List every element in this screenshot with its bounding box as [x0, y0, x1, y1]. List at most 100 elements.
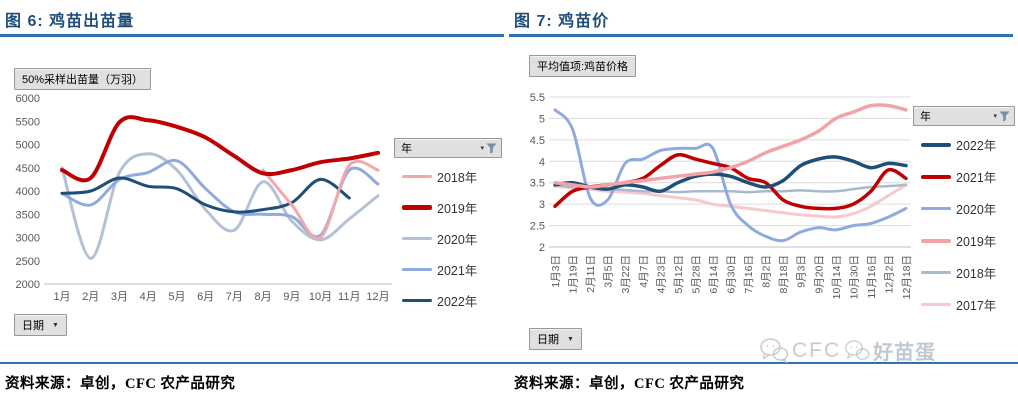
x-axis-tick-label: 11月16日 — [866, 255, 878, 299]
figure-6-title: 图 6: 鸡苗出苗量 — [5, 13, 135, 30]
legend-item-2018年: 2018年 — [921, 263, 1015, 282]
legend-swatch — [921, 142, 951, 147]
legend-label: 2018年 — [437, 171, 478, 185]
legend-item-2018年: 2018年 — [402, 167, 502, 186]
legend-swatch — [402, 236, 432, 241]
legend-swatch — [921, 174, 951, 179]
legend-item-2022年: 2022年 — [921, 135, 1015, 154]
x-axis-tick-label: 5月12日 — [673, 255, 685, 294]
figure-7-title: 图 7: 鸡苗价 — [514, 13, 610, 30]
series-line-2019年 — [60, 115, 380, 183]
y-axis-tick-label: 2.5 — [530, 221, 545, 233]
x-axis-tick-label: 7月16日 — [743, 255, 755, 294]
year-filter-button[interactable]: 年 ▾ — [913, 106, 1015, 126]
legend-item-2021年: 2021年 — [921, 167, 1015, 186]
legend-item-2019年: 2019年 — [402, 198, 502, 217]
legend-swatch — [921, 238, 951, 243]
x-axis-tick-label: 1月3日 — [550, 255, 562, 288]
x-axis-tick-label: 8月2日 — [761, 255, 773, 288]
date-axis-label: 日期 — [537, 334, 559, 346]
figure-6-panel: 图 6: 鸡苗出苗量 50%采样出苗量（万羽） 2000 2500 3000 3500… — [0, 13, 509, 392]
x-axis-tick-label: 2月 — [82, 291, 99, 303]
y-axis-tick-label: 3.5 — [530, 178, 545, 190]
year-field-label: 年 — [920, 111, 931, 123]
x-axis-tick-label: 3月 — [111, 291, 128, 303]
wechat-icon — [845, 339, 870, 360]
figure-7-bottom-rule — [509, 362, 1018, 364]
watermark-account-text: 好苗蛋 — [873, 342, 937, 364]
legend-label: 2021年 — [956, 171, 997, 185]
legend-label: 2020年 — [956, 203, 997, 217]
watermark-brand-text: CFC — [792, 338, 842, 362]
x-axis-tick-label: 5月28日 — [690, 255, 702, 294]
x-axis-tick-label: 6月30日 — [726, 255, 738, 294]
y-axis-tick-label: 2 — [539, 242, 545, 254]
y-axis-tick-label: 2500 — [16, 256, 40, 268]
y-axis-tick-label: 3000 — [16, 233, 40, 245]
year-field-label: 年 — [401, 143, 412, 155]
y-axis-tick-label: 3 — [539, 199, 545, 211]
y-axis-tick-label: 5.5 — [530, 92, 545, 104]
x-axis-tick-label: 3月5日 — [603, 255, 615, 288]
legend-swatch — [402, 205, 432, 210]
y-axis-tick-label: 5000 — [16, 140, 40, 152]
value-field-button[interactable]: 50%采样出苗量（万羽） — [14, 68, 152, 90]
x-axis-tick-label: 8月 — [255, 291, 272, 303]
y-axis-tick-label: 5 — [539, 113, 545, 125]
series-line-2019年 — [553, 103, 908, 189]
date-axis-label: 日期 — [22, 320, 44, 332]
legend-item-2017年: 2017年 — [921, 295, 1015, 314]
legend-swatch — [402, 174, 432, 179]
series-line-2021年 — [553, 152, 908, 211]
value-field-button[interactable]: 平均值项:鸡苗价格 — [529, 55, 637, 77]
x-axis-tick-label: 9月20日 — [813, 255, 825, 294]
x-axis-tick-label: 1月19日 — [568, 255, 580, 294]
legend-label: 2020年 — [437, 233, 478, 247]
figure-6-source-note: 资料来源：卓创，CFC 农产品研究 — [5, 376, 236, 392]
filter-funnel-icon: ▾ — [480, 143, 497, 154]
x-axis-tick-label: 6月 — [197, 291, 214, 303]
y-axis-tick-label: 2000 — [16, 279, 40, 291]
figure-7-source-note: 资料来源：卓创，CFC 农产品研究 — [514, 376, 745, 392]
x-axis-tick-label: 10月 — [309, 291, 332, 303]
date-axis-button[interactable]: 日期 ▼ — [529, 328, 582, 350]
x-axis-tick-label: 12月2日 — [883, 255, 895, 294]
chevron-down-icon: ▼ — [567, 335, 574, 343]
year-filter-button[interactable]: 年 ▾ — [394, 138, 502, 158]
legend-label: 2019年 — [437, 202, 478, 216]
y-axis-tick-label: 6000 — [16, 93, 40, 105]
legend-item-2021年: 2021年 — [402, 260, 502, 279]
x-axis-tick-label: 4月7日 — [638, 255, 650, 288]
x-axis-tick-label: 9月3日 — [796, 255, 808, 288]
legend-label: 2022年 — [956, 139, 997, 153]
x-axis-tick-label: 6月14日 — [708, 255, 720, 294]
series-line-2022年 — [60, 176, 351, 214]
x-axis-tick-label: 10月30日 — [848, 255, 860, 299]
chevron-down-icon: ▼ — [52, 321, 59, 329]
x-axis-tick-label: 10月14日 — [831, 255, 843, 299]
x-axis-tick-label: 12月18日 — [901, 255, 913, 299]
figure-6-title-rule — [0, 34, 504, 37]
x-axis-tick-label: 12月 — [366, 291, 389, 303]
y-axis-tick-label: 4 — [539, 156, 545, 168]
x-axis-tick-label: 4月 — [140, 291, 157, 303]
x-axis-tick-label: 7月 — [226, 291, 243, 303]
legend-label: 2021年 — [437, 264, 478, 278]
series-line-2022年 — [553, 155, 908, 194]
legend-label: 2019年 — [956, 235, 997, 249]
figure-7-panel: 图 7: 鸡苗价 平均值项:鸡苗价格 2 2.5 3 3.5 4 4.5 5 5.5 1月3日 1… — [509, 0, 1018, 408]
series-line-2017年 — [553, 183, 908, 219]
legend-swatch — [921, 206, 951, 211]
wechat-icon — [760, 338, 789, 364]
x-axis-tick-label: 8月18日 — [778, 255, 790, 294]
date-axis-button[interactable]: 日期 ▼ — [14, 314, 67, 336]
x-axis-tick-label: 5月 — [168, 291, 185, 303]
y-axis-tick-label: 5500 — [16, 116, 40, 128]
x-axis-tick-label: 2月11日 — [585, 255, 597, 293]
year-legend: 年 ▾ 2018年 2019年 2020年 2021年 2022年 — [394, 138, 502, 322]
y-axis-tick-label: 4.5 — [530, 135, 545, 147]
x-axis-tick-label: 9月 — [283, 291, 300, 303]
series-line-2018年 — [261, 159, 380, 240]
legend-label: 2022年 — [437, 295, 478, 309]
x-axis-tick-label: 1月 — [53, 291, 70, 303]
